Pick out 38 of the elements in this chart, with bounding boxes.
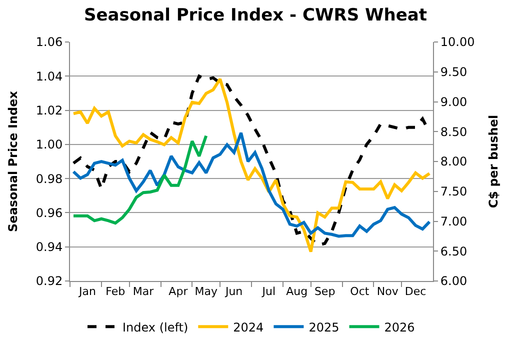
y-tick-label: 1.06 — [36, 35, 63, 50]
x-tick-label: Sep — [314, 285, 336, 298]
legend-label: Index (left) — [122, 320, 188, 334]
chart-title: Seasonal Price Index - CWRS Wheat — [84, 6, 428, 26]
y-tick-label: 1.02 — [36, 103, 63, 118]
y-tick-label: 0.98 — [36, 172, 63, 186]
legend-label: 2025 — [308, 320, 340, 334]
x-tick-label: Jan — [78, 285, 96, 298]
x-tick-label: Aug — [286, 285, 308, 298]
x-tick-label: Jun — [224, 285, 243, 298]
y2-axis-title: C$ per bushel — [486, 114, 501, 208]
y-tick-label: 0.92 — [36, 274, 63, 288]
y-tick-label: 1.04 — [36, 69, 63, 84]
y2-tick-label: 10.00 — [440, 35, 475, 50]
y2-tick-label: 7.50 — [440, 184, 468, 199]
y2-tick-label: 8.50 — [440, 124, 468, 139]
y2-tick-label: 7.00 — [440, 214, 468, 228]
x-tick-label: Mar — [132, 285, 154, 298]
x-tick-label: Jul — [261, 285, 276, 298]
y2-tick-label: 9.00 — [440, 94, 468, 109]
legend-label: 2026 — [384, 320, 415, 334]
y2-tick-label: 6.00 — [440, 274, 468, 288]
x-tick-label: Oct — [350, 285, 370, 298]
x-tick-label: Dec — [404, 285, 426, 298]
y2-tick-label: 8.00 — [440, 154, 468, 169]
y-tick-label: 0.96 — [36, 206, 63, 220]
line-series — [72, 134, 208, 225]
x-tick-label: Feb — [106, 285, 126, 298]
y2-tick-label: 9.50 — [440, 65, 468, 80]
x-tick-label: May — [194, 285, 218, 298]
y-tick-label: 0.94 — [36, 240, 63, 254]
y-tick-label: 1.00 — [36, 138, 63, 152]
x-tick-label: Apr — [168, 285, 188, 298]
y-axis-title: Seasonal Price Index — [6, 90, 20, 232]
y2-tick-label: 6.50 — [440, 244, 468, 258]
line-series — [72, 131, 432, 238]
x-tick-label: Nov — [376, 285, 399, 298]
legend-label: 2024 — [233, 320, 264, 334]
